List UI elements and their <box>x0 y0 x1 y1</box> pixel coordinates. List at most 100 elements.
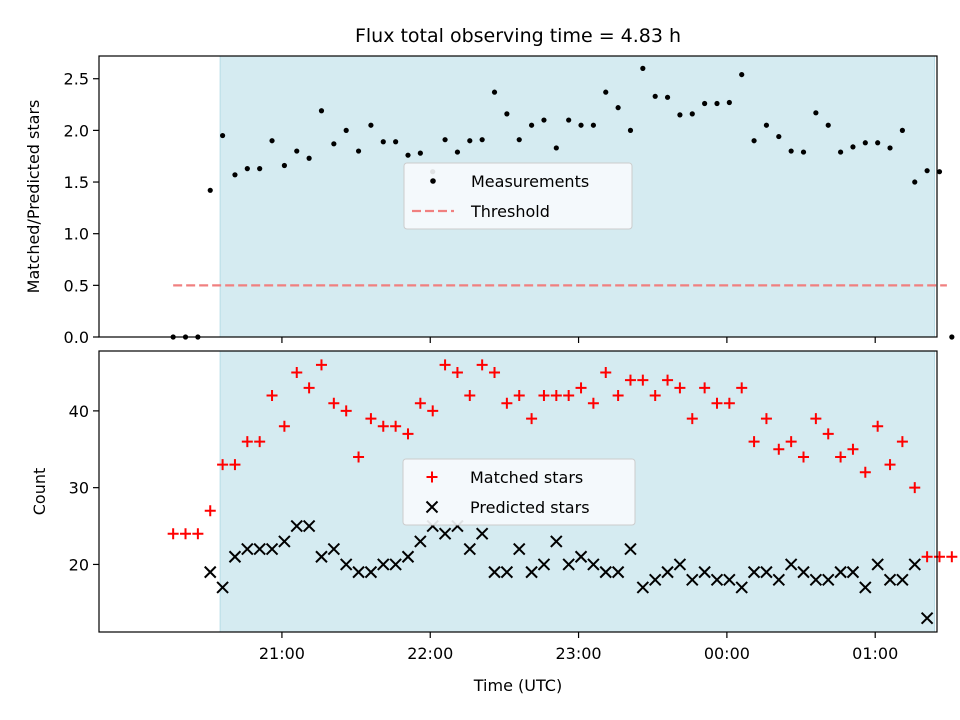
bottom-y-tick-label: 20 <box>69 555 89 574</box>
predicted-star-point <box>896 573 909 586</box>
matched-star-point <box>699 382 711 394</box>
matched-star-point <box>414 397 426 409</box>
top-y-tick-label: 1.0 <box>64 225 89 244</box>
measurement-point <box>751 138 757 144</box>
predicted-star-point <box>760 565 773 579</box>
measurement-point <box>788 148 794 154</box>
matched-star-point <box>612 390 624 402</box>
matched-star-point <box>328 397 340 409</box>
matched-star-point <box>538 390 550 402</box>
x-tick-label: 00:00 <box>704 644 750 663</box>
matched-star-point <box>353 451 365 463</box>
top-legend-box <box>403 162 633 230</box>
measurement-point <box>343 127 349 133</box>
predicted-star-point <box>438 527 452 540</box>
measurement-point <box>640 65 646 71</box>
measurement-point <box>232 172 238 178</box>
predicted-star-point <box>747 565 761 579</box>
predicted-star-point <box>265 542 279 556</box>
legend-label-predicted: Predicted stars <box>470 498 590 517</box>
matched-star-point <box>884 459 896 471</box>
measurement-point <box>677 112 683 118</box>
predicted-star-point <box>401 550 415 563</box>
predicted-star-point <box>797 565 810 579</box>
predicted-star-point <box>339 558 353 571</box>
matched-star-point <box>266 390 278 402</box>
predicted-star-point <box>488 565 501 579</box>
predicted-star-point <box>772 573 786 586</box>
measurement-point <box>417 150 423 156</box>
matched-star-point <box>773 443 785 455</box>
measurement-point <box>355 148 362 154</box>
matched-star-point <box>180 528 192 540</box>
matched-star-point <box>241 436 253 448</box>
legend-marker-predicted <box>425 500 439 514</box>
matched-star-point <box>278 420 290 432</box>
predicted-star-point <box>648 573 662 586</box>
predicted-star-point <box>599 565 612 579</box>
predicted-star-point <box>636 581 650 594</box>
measurement-point <box>603 89 609 95</box>
chart-title: Flux total observing time = 4.83 h <box>355 25 681 47</box>
matched-star-point <box>501 397 513 409</box>
x-tick-label: 21:00 <box>259 644 305 663</box>
predicted-star-point <box>871 558 884 571</box>
predicted-star-point <box>513 542 526 556</box>
measurement-point <box>664 94 671 100</box>
predicted-star-point <box>216 581 229 594</box>
bottom-axis-ticks: 20 30 40 21:00 22:00 23:00 00:00 01:00 <box>69 402 899 663</box>
top-y-tick-label: 1.5 <box>64 173 89 192</box>
matched-star-point <box>439 359 451 371</box>
predicted-star-point <box>414 535 427 548</box>
measurement-point <box>689 111 695 117</box>
matched-star-point <box>167 528 179 540</box>
matched-star-point <box>785 436 797 448</box>
matched-star-point <box>254 436 266 448</box>
measurement-point <box>924 168 930 174</box>
measurement-point <box>875 140 881 146</box>
matched-star-point <box>896 436 908 448</box>
bottom-y-axis-label: Count <box>30 468 49 516</box>
matched-star-point <box>563 390 575 402</box>
matched-star-points <box>167 359 958 563</box>
top-y-axis-label: Matched/Predicted stars <box>24 100 43 294</box>
matched-star-point <box>291 366 303 378</box>
top-y-tick-label: 0.0 <box>64 328 89 347</box>
predicted-star-point <box>463 542 477 556</box>
measurement-point <box>405 152 411 158</box>
matched-star-point <box>451 366 463 378</box>
legend-label-threshold: Threshold <box>470 202 550 221</box>
measurement-point <box>281 162 287 169</box>
predicted-star-point <box>859 581 872 594</box>
matched-star-point <box>736 382 748 394</box>
measurement-point <box>393 139 399 145</box>
matched-star-point <box>872 420 884 432</box>
predicted-star-point <box>673 558 687 571</box>
predicted-star-point <box>327 542 341 556</box>
predicted-star-point <box>920 611 934 625</box>
predicted-star-point <box>352 565 365 579</box>
top-panel: 0.0 0.5 1.0 1.5 2.0 2.5 Flux total observing … <box>24 25 955 347</box>
predicted-star-point <box>290 519 303 533</box>
measurement-point <box>949 334 955 340</box>
predicted-star-point <box>686 573 699 586</box>
measurement-point <box>825 122 831 128</box>
predicted-star-point <box>525 565 538 579</box>
matched-star-point <box>192 528 204 540</box>
top-legend: Measurements Threshold <box>403 162 633 230</box>
predicted-star-point <box>698 565 711 579</box>
measurement-point <box>269 138 275 144</box>
measurement-point <box>553 145 559 151</box>
measurement-point <box>813 110 819 116</box>
matched-star-point <box>798 451 810 463</box>
matched-star-point <box>340 405 352 417</box>
measurement-point <box>454 149 461 155</box>
predicted-star-point <box>500 565 514 579</box>
predicted-star-point <box>228 550 242 563</box>
matched-star-point <box>822 428 834 440</box>
predicted-star-point <box>784 558 798 571</box>
measurement-point <box>294 148 300 154</box>
measurement-point <box>528 122 535 128</box>
measurement-point <box>726 99 732 106</box>
matched-star-point <box>662 374 674 386</box>
